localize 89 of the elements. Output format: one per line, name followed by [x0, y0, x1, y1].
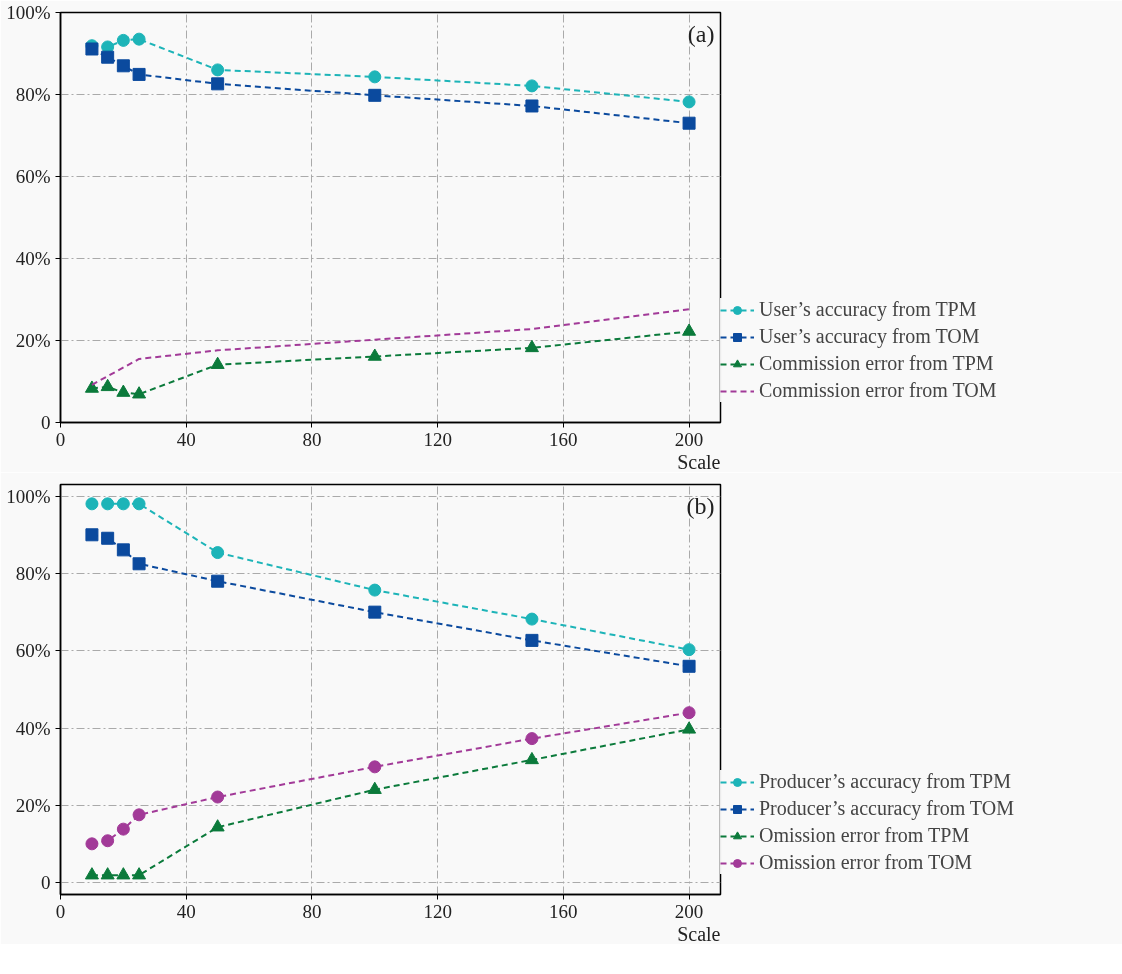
legend-label: User’s accuracy from TOM	[759, 325, 980, 348]
x-tick-label: 120	[423, 900, 452, 922]
point	[211, 63, 225, 77]
point	[101, 497, 115, 511]
point	[116, 867, 131, 880]
legend-label: Commission error from TPM	[759, 352, 994, 375]
x-tick-label: 200	[674, 428, 704, 450]
point	[132, 32, 146, 46]
y-tick-label: 80%	[15, 84, 51, 105]
legend-label: Commission error from TOM	[759, 379, 997, 402]
legend-label: Producer’s accuracy from TOM	[759, 797, 1014, 820]
point	[132, 497, 146, 511]
point	[85, 528, 99, 542]
point	[100, 867, 115, 880]
point	[101, 50, 115, 64]
point	[368, 605, 382, 619]
point	[367, 348, 382, 361]
point	[682, 323, 697, 336]
y-tick-label: 0	[41, 412, 51, 433]
y-tick-label: 40%	[15, 717, 51, 739]
legend-label: Producer’s accuracy from TPM	[759, 770, 1011, 793]
point	[525, 633, 539, 647]
point	[682, 95, 696, 109]
y-tick-label: 60%	[15, 166, 51, 187]
point	[116, 384, 131, 397]
point	[101, 531, 115, 545]
x-tick-label: 0	[55, 900, 66, 922]
y-tick-label: 80%	[15, 562, 51, 584]
point	[132, 867, 147, 880]
x-tick-label: 200	[674, 900, 704, 922]
point	[210, 356, 225, 369]
annotation: (b)	[686, 492, 715, 519]
point	[132, 67, 146, 81]
point	[211, 77, 225, 91]
x-tick-label: 80	[302, 900, 322, 922]
y-tick-label: 40%	[15, 248, 51, 269]
point	[367, 781, 382, 794]
x-tick-label: 40	[176, 428, 196, 450]
y-tick-label: 20%	[15, 795, 51, 817]
point	[211, 790, 225, 804]
point	[132, 557, 146, 571]
point	[368, 88, 382, 102]
point	[682, 706, 696, 720]
point	[368, 70, 382, 84]
point	[116, 822, 130, 836]
point	[525, 99, 539, 113]
x-tick-label: 120	[423, 428, 452, 450]
point	[132, 386, 147, 399]
point	[524, 751, 539, 765]
point	[368, 760, 382, 774]
point	[682, 721, 697, 734]
point	[368, 583, 382, 597]
x-axis-title: Scale	[677, 922, 721, 945]
point	[210, 819, 225, 832]
point	[211, 546, 225, 560]
x-tick-label: 80	[302, 428, 322, 450]
point	[85, 837, 99, 851]
y-tick-label: 100%	[6, 485, 51, 507]
point	[116, 543, 130, 557]
point	[682, 116, 696, 130]
x-tick-label: 160	[549, 428, 578, 450]
annotation: (a)	[687, 20, 715, 47]
point	[84, 867, 99, 880]
point	[85, 497, 99, 511]
point	[116, 59, 130, 73]
point	[116, 33, 130, 47]
point	[525, 79, 539, 93]
point	[100, 378, 115, 392]
point	[525, 612, 539, 626]
legend-label: Omission error from TOM	[759, 851, 973, 874]
x-tick-label: 0	[55, 428, 66, 450]
y-tick-label: 0	[41, 872, 51, 894]
x-tick-label: 40	[176, 900, 196, 922]
point	[132, 808, 146, 822]
x-tick-label: 160	[549, 900, 578, 922]
legend-label: User’s accuracy from TPM	[759, 298, 977, 321]
legend-label: Omission error from TPM	[759, 824, 970, 847]
point	[524, 339, 539, 353]
point	[84, 380, 99, 393]
y-tick-label: 20%	[15, 330, 51, 351]
point	[211, 574, 225, 588]
point	[101, 834, 115, 848]
x-axis-title: Scale	[677, 450, 721, 473]
y-tick-label: 100%	[6, 2, 51, 23]
point	[682, 659, 696, 673]
point	[116, 497, 130, 511]
point	[682, 643, 696, 657]
point	[525, 732, 539, 746]
y-tick-label: 60%	[15, 640, 51, 662]
